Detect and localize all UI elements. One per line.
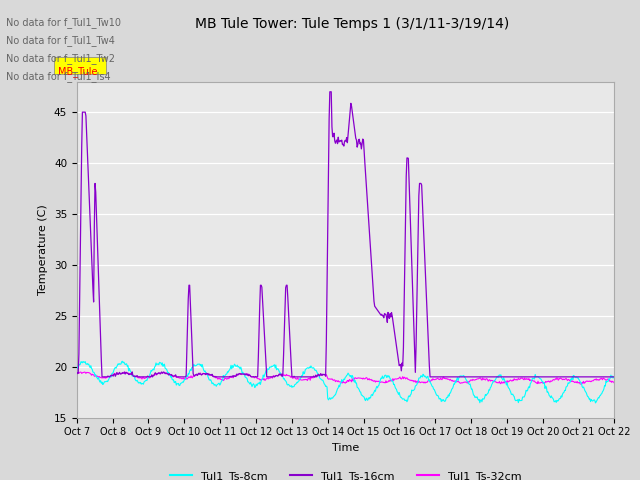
Legend: Tul1_Ts-8cm, Tul1_Ts-16cm, Tul1_Ts-32cm: Tul1_Ts-8cm, Tul1_Ts-16cm, Tul1_Ts-32cm	[165, 466, 526, 480]
Text: No data for f_Tul1_Tw2: No data for f_Tul1_Tw2	[6, 53, 115, 64]
Text: MB_Tule: MB_Tule	[58, 66, 97, 77]
Text: No data for f_Tul1_Tw4: No data for f_Tul1_Tw4	[6, 35, 115, 46]
X-axis label: Time: Time	[332, 443, 359, 453]
Text: No data for f_Tul1_Is4: No data for f_Tul1_Is4	[6, 72, 111, 83]
Y-axis label: Temperature (C): Temperature (C)	[38, 204, 48, 295]
Text: No data for f_Tul1_Tw10: No data for f_Tul1_Tw10	[6, 17, 122, 28]
Text: MB Tule Tower: Tule Temps 1 (3/1/11-3/19/14): MB Tule Tower: Tule Temps 1 (3/1/11-3/19…	[195, 17, 509, 31]
